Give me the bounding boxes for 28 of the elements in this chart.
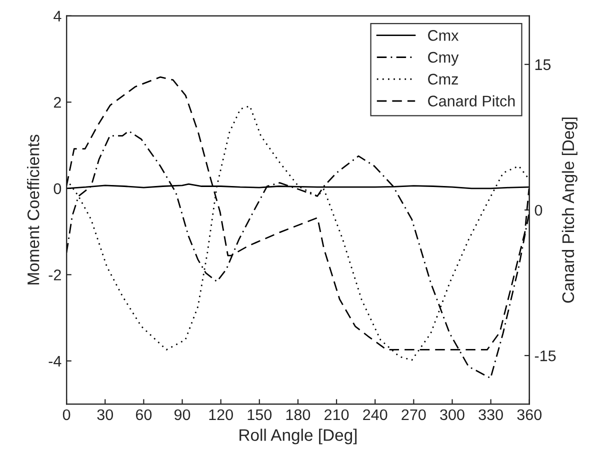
x-tick-label: 60 (136, 409, 152, 420)
x-tick-label: 270 (402, 409, 426, 420)
x-tick-label: 120 (209, 409, 233, 420)
legend-label: Cmy (428, 52, 459, 66)
y-tick-label: -4 (48, 356, 62, 366)
y2-tick-label: 0 (534, 204, 542, 216)
y-tick-label: -2 (48, 270, 61, 280)
x-tick-label: 180 (286, 409, 310, 420)
x-tick-label: 90 (174, 409, 190, 420)
x-tick-label: 0 (62, 409, 70, 420)
x-tick-label: 300 (440, 409, 464, 420)
x-tick-label: 360 (517, 409, 542, 420)
x-tick-label: 330 (478, 409, 503, 420)
legend-label: Cmx (428, 30, 459, 41)
x-tick-label: 240 (363, 409, 388, 420)
x-tick-label: 150 (248, 409, 272, 420)
legend-label: Canard Pitch (428, 95, 515, 107)
y2-axis-title: Canard Pitch Angle [Deg] (562, 118, 578, 303)
x-axis-title: Roll Angle [Deg] (240, 428, 357, 444)
y-axis-title: Moment Coefficients (27, 134, 40, 284)
y-tick-label: 2 (54, 97, 61, 108)
x-tick-label: 210 (324, 409, 349, 420)
y2-tick-label: 15 (535, 59, 551, 70)
y2-tick-label: -15 (534, 350, 556, 362)
y-tick-label: 0 (54, 183, 62, 194)
legend-label: Cmz (428, 74, 458, 85)
x-tick-label: 30 (97, 409, 114, 420)
y-tick-label: 4 (54, 10, 62, 22)
